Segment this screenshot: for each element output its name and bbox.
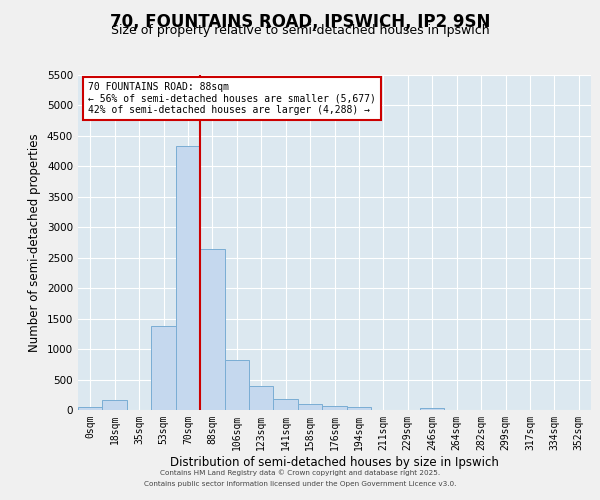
Bar: [322, 406, 347, 410]
Text: Size of property relative to semi-detached houses in Ipswich: Size of property relative to semi-detach…: [110, 24, 490, 37]
Bar: [200, 248, 224, 410]
Y-axis label: Number of semi-detached properties: Number of semi-detached properties: [28, 133, 41, 352]
Bar: [298, 404, 322, 410]
Bar: [78, 406, 103, 410]
Bar: [347, 407, 371, 410]
Bar: [103, 400, 127, 410]
Bar: [176, 146, 200, 410]
Bar: [151, 326, 176, 410]
Text: Contains public sector information licensed under the Open Government Licence v3: Contains public sector information licen…: [144, 481, 456, 487]
Text: Contains HM Land Registry data © Crown copyright and database right 2025.: Contains HM Land Registry data © Crown c…: [160, 469, 440, 476]
Bar: [224, 360, 249, 410]
Bar: [249, 386, 274, 410]
Bar: [274, 400, 298, 410]
X-axis label: Distribution of semi-detached houses by size in Ipswich: Distribution of semi-detached houses by …: [170, 456, 499, 468]
Bar: [420, 408, 445, 410]
Text: 70, FOUNTAINS ROAD, IPSWICH, IP2 9SN: 70, FOUNTAINS ROAD, IPSWICH, IP2 9SN: [110, 12, 490, 30]
Text: 70 FOUNTAINS ROAD: 88sqm
← 56% of semi-detached houses are smaller (5,677)
42% o: 70 FOUNTAINS ROAD: 88sqm ← 56% of semi-d…: [88, 82, 376, 115]
